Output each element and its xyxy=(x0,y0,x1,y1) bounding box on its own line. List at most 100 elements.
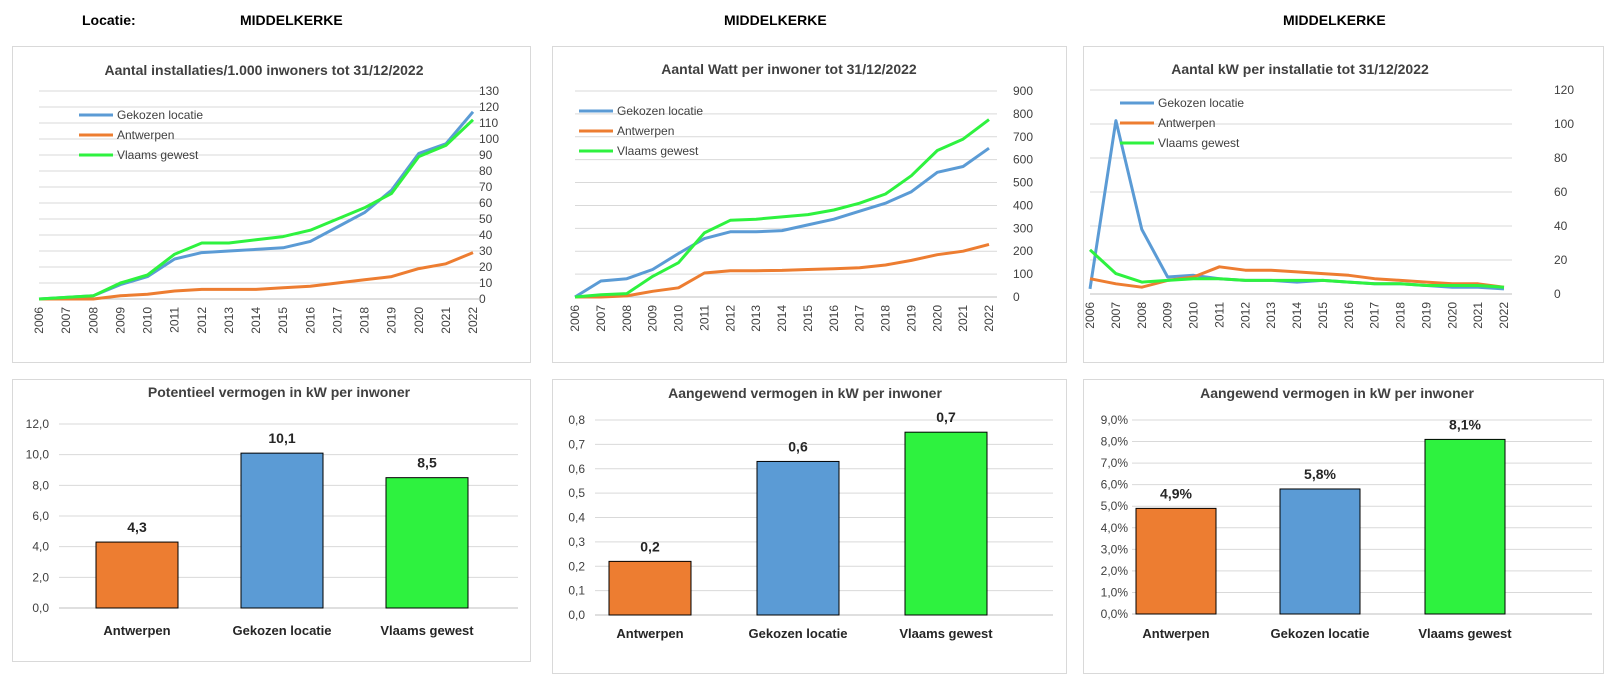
x-tick-label: 2017 xyxy=(330,307,344,334)
x-tick-label: 2017 xyxy=(1368,302,1382,329)
y-tick-label: 20 xyxy=(479,260,493,274)
y-tick-label: 120 xyxy=(479,100,499,114)
x-tick-label: 2019 xyxy=(385,307,399,334)
chart-used-capacity: Aangewend vermogen in kW per inwoner 0,0 0… xyxy=(552,379,1067,674)
y-tick-label: 0,0 xyxy=(32,601,49,615)
x-tick-label: 2009 xyxy=(1161,302,1175,329)
x-tick-label: 2010 xyxy=(1187,302,1201,329)
y-tick-label: 800 xyxy=(1013,107,1033,121)
x-tick-label: 2006 xyxy=(1084,302,1097,329)
chart-watt-per-inhabitant: Aantal Watt per inwoner tot 31/12/2022 0 1… xyxy=(552,46,1067,363)
x-tick-label: 2019 xyxy=(1419,302,1433,329)
y-tick-label: 3,0% xyxy=(1101,542,1129,556)
chart-title: Potentieel vermogen in kW per inwoner xyxy=(148,384,411,400)
bar xyxy=(240,452,324,609)
y-tick-label: 900 xyxy=(1013,84,1033,98)
category-label: Vlaams gewest xyxy=(899,626,993,641)
series-line xyxy=(574,118,990,299)
y-tick-label: 0,6 xyxy=(568,462,585,476)
x-tick-label: 2021 xyxy=(956,305,970,332)
y-tick-label: 80 xyxy=(1554,151,1568,165)
y-tick-label: 0,2 xyxy=(568,559,585,573)
series-line xyxy=(1088,119,1505,291)
y-tick-label: 4,0 xyxy=(32,540,49,554)
chart-title: Aangewend vermogen in kW per inwoner xyxy=(1200,385,1474,401)
x-tick-label: 2012 xyxy=(195,307,209,334)
x-tick-label: 2006 xyxy=(568,305,582,332)
x-tick-label: 2013 xyxy=(749,305,763,332)
locatie-label: Locatie: xyxy=(82,12,136,28)
y-tick-label: 600 xyxy=(1013,153,1033,167)
legend-label: Vlaams gewest xyxy=(1158,136,1240,150)
bar xyxy=(1135,507,1217,615)
x-tick-label: 2010 xyxy=(141,307,155,334)
chart-used-capacity-percent: Aangewend vermogen in kW per inwoner 0,0%… xyxy=(1083,379,1604,674)
x-tick-label: 2012 xyxy=(1238,302,1252,329)
bar xyxy=(1279,488,1361,615)
chart-installations-per-1000: Aantal installaties/1.000 inwoners tot 3… xyxy=(12,46,531,363)
y-tick-label: 12,0 xyxy=(26,417,50,431)
legend-label: Antwerpen xyxy=(1158,116,1215,130)
y-tick-label: 200 xyxy=(1013,244,1033,258)
y-tick-label: 0 xyxy=(479,292,486,306)
locatie-value: MIDDELKERKE xyxy=(240,12,343,28)
chart-title: Aantal installaties/1.000 inwoners tot 3… xyxy=(104,62,423,78)
x-tick-label: 2019 xyxy=(904,305,918,332)
series-line xyxy=(1088,248,1505,289)
y-tick-label: 100 xyxy=(1554,117,1574,131)
x-tick-label: 2007 xyxy=(59,307,73,334)
x-tick-label: 2016 xyxy=(303,307,317,334)
x-tick-label: 2014 xyxy=(249,307,263,334)
x-tick-label: 2012 xyxy=(723,305,737,332)
chart-potential-capacity: Potentieel vermogen in kW per inwoner 0,0… xyxy=(12,379,531,662)
bar-value-label: 10,1 xyxy=(268,430,295,446)
x-tick-label: 2018 xyxy=(358,307,372,334)
y-tick-label: 60 xyxy=(1554,185,1568,199)
y-tick-label: 80 xyxy=(479,164,493,178)
y-tick-label: 10,0 xyxy=(26,448,50,462)
chart-svg-used-percent: Aangewend vermogen in kW per inwoner 0,0%… xyxy=(1101,385,1592,641)
y-tick-label: 8,0 xyxy=(32,478,49,492)
y-tick-label: 700 xyxy=(1013,130,1033,144)
y-tick-label: 2,0 xyxy=(32,570,49,584)
bar-value-label: 0,6 xyxy=(788,438,808,454)
x-tick-label: 2020 xyxy=(1445,302,1459,329)
x-tick-label: 2015 xyxy=(801,305,815,332)
y-tick-label: 400 xyxy=(1013,198,1033,212)
y-tick-label: 6,0 xyxy=(32,509,49,523)
chart-svg-installations: Aantal installaties/1.000 inwoners tot 3… xyxy=(32,62,499,334)
x-tick-label: 2007 xyxy=(1109,302,1123,329)
x-tick-label: 2008 xyxy=(86,307,100,334)
x-tick-label: 2009 xyxy=(646,305,660,332)
x-tick-label: 2009 xyxy=(113,307,127,334)
y-tick-label: 10 xyxy=(479,276,493,290)
series-line xyxy=(1089,265,1505,289)
bar xyxy=(385,477,469,609)
x-tick-label: 2015 xyxy=(276,307,290,334)
x-tick-label: 2007 xyxy=(594,305,608,332)
x-tick-label: 2022 xyxy=(466,307,480,334)
y-tick-label: 0,4 xyxy=(568,511,585,525)
y-tick-label: 7,0% xyxy=(1101,456,1129,470)
x-tick-label: 2021 xyxy=(439,307,453,334)
legend-label: Vlaams gewest xyxy=(117,148,199,162)
category-label: Antwerpen xyxy=(616,626,683,641)
chart-title: Aantal Watt per inwoner tot 31/12/2022 xyxy=(661,61,917,77)
y-tick-label: 4,0% xyxy=(1101,521,1129,535)
bar-value-label: 4,3 xyxy=(127,519,147,535)
bar-value-label: 8,1% xyxy=(1449,416,1481,432)
y-tick-label: 6,0% xyxy=(1101,478,1129,492)
y-tick-label: 0 xyxy=(1013,290,1020,304)
x-tick-label: 2008 xyxy=(1135,302,1149,329)
x-tick-label: 2011 xyxy=(697,305,711,331)
y-tick-label: 40 xyxy=(1554,219,1568,233)
y-tick-label: 0,0 xyxy=(568,608,585,622)
x-tick-label: 2014 xyxy=(1290,302,1304,329)
y-tick-label: 0,8 xyxy=(568,413,585,427)
series-line xyxy=(574,146,990,299)
chart-svg-watt: Aantal Watt per inwoner tot 31/12/2022 0 1… xyxy=(568,61,1033,332)
x-tick-label: 2021 xyxy=(1471,302,1485,329)
y-tick-label: 120 xyxy=(1554,83,1574,97)
y-tick-label: 500 xyxy=(1013,176,1033,190)
y-tick-label: 0 xyxy=(1554,287,1561,301)
